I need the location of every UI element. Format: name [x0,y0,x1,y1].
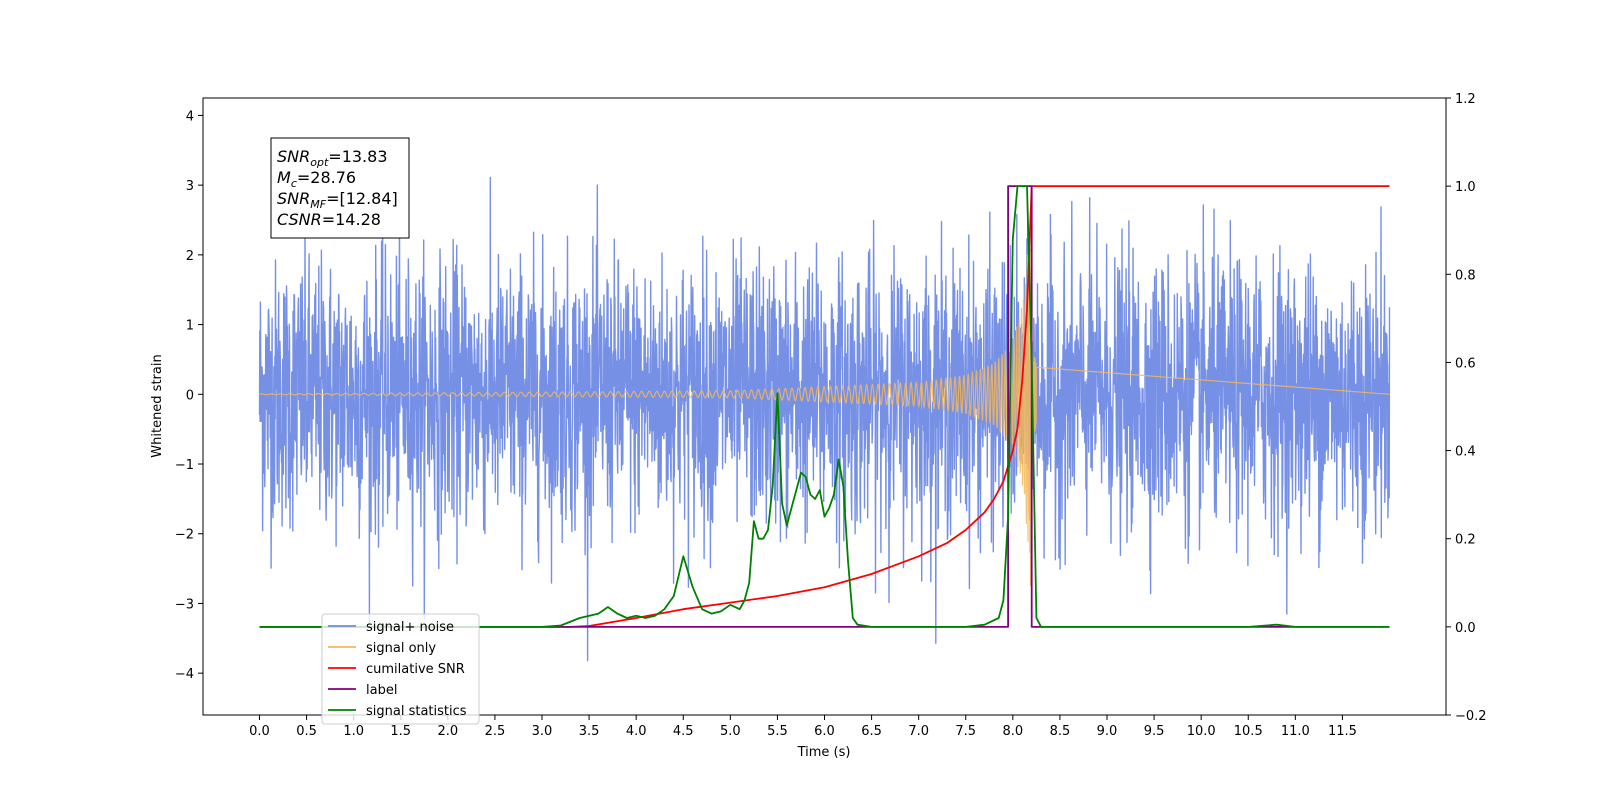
x-tick-label: 9.0 [1097,724,1118,739]
y-left-tick-label: 1 [186,319,194,334]
annotation-subscript: c [291,177,297,190]
legend-label: label [366,683,397,698]
y-right-tick-label: −0.2 [1455,709,1487,724]
legend-label: signal statistics [366,704,467,719]
x-tick-label: 2.0 [437,724,458,739]
y-right-tick-label: 0.2 [1455,533,1476,548]
legend-frame [321,613,480,725]
y-left-tick-label: 0 [186,388,194,403]
x-tick-label: 4.0 [626,724,647,739]
annotation-symbol: SNR [277,147,310,166]
y-left-tick-label: −3 [175,597,194,612]
series-signal-only-line [259,247,1390,586]
x-tick-label: 7.0 [908,724,929,739]
annotation-value: =13.83 [328,147,387,166]
x-tick-label: 3.5 [579,724,600,739]
annotation-subscript: opt [310,156,329,169]
annotation-symbol: CSNR [277,210,322,229]
annotation-line: Mc=28.76 [277,168,356,190]
x-tick-label: 4.5 [673,724,694,739]
y-axis-left: −4 −3 −2 −1 0 1 2 3 4 [175,109,203,682]
x-tick-label: 1.0 [343,724,364,739]
annotation-value: =14.28 [322,210,381,229]
annotation-symbol: SNR [277,189,310,208]
x-tick-label: 5.0 [720,724,741,739]
y-right-tick-label: 1.2 [1455,92,1476,107]
annotation-frame [270,137,410,239]
series-layer [258,176,1391,662]
y-right-tick-label: 1.0 [1455,180,1476,195]
annotation-value: =[12.84] [326,189,398,208]
x-tick-label: 3.0 [532,724,553,739]
series-signal-statistics-line [259,185,1390,628]
y-right-tick-label: 0.4 [1455,445,1476,460]
x-tick-label: 1.5 [390,724,411,739]
annotation-line: SNRMF=[12.84] [277,189,398,211]
legend-label: signal+ noise [366,620,454,635]
x-axis: 0.0 0.5 1.0 1.5 2.0 2.5 3.0 3.5 4.0 4.5 5.0 5.5 6.0 6… [249,715,1357,739]
y-axis-right: −0.2 0.0 0.2 0.4 0.6 0.8 1.0 1.2 [1446,92,1487,724]
x-axis-label: Time (s) [797,745,851,760]
series-signal-noise-line [258,176,1391,662]
annotation-line: SNRopt=13.83 [277,147,388,169]
x-tick-label: 11.0 [1281,724,1310,739]
x-tick-label: 11.5 [1328,724,1357,739]
legend: signal+ noise signal only cumilative SNR la… [321,613,480,725]
x-tick-label: 6.0 [814,724,835,739]
x-tick-label: 2.5 [485,724,506,739]
y-left-tick-label: 4 [186,109,194,124]
x-tick-label: 9.5 [1144,724,1165,739]
x-tick-label: 0.0 [249,724,270,739]
x-tick-label: 8.5 [1050,724,1071,739]
y-right-tick-label: 0.6 [1455,356,1476,371]
x-tick-label: 8.0 [1002,724,1023,739]
annotation-line: CSNR=14.28 [277,210,381,229]
x-tick-label: 5.5 [767,724,788,739]
y-left-tick-label: −2 [175,528,194,543]
x-tick-label: 10.5 [1234,724,1263,739]
annotation-symbol: M [277,168,291,187]
x-tick-label: 7.5 [955,724,976,739]
y-left-tick-label: −1 [175,458,194,473]
y-right-tick-label: 0.8 [1455,268,1476,283]
annotation-subscript: MF [310,198,326,211]
annotation-box: SNRopt=13.83Mc=28.76SNRMF=[12.84]CSNR=14… [270,137,410,239]
annotation-value: =28.76 [297,168,356,187]
legend-label: signal only [366,641,436,656]
y-left-tick-label: −4 [175,667,194,682]
y-axis-left-label: Whitened strain [150,354,165,457]
series-cumilative-snr-line [259,185,1390,628]
x-tick-label: 0.5 [296,724,317,739]
y-left-tick-label: 3 [186,179,194,194]
x-tick-label: 10.0 [1187,724,1216,739]
y-left-tick-label: 2 [186,249,194,264]
y-right-tick-label: 0.0 [1455,621,1476,636]
legend-label: cumilative SNR [366,662,465,677]
x-tick-label: 6.5 [861,724,882,739]
